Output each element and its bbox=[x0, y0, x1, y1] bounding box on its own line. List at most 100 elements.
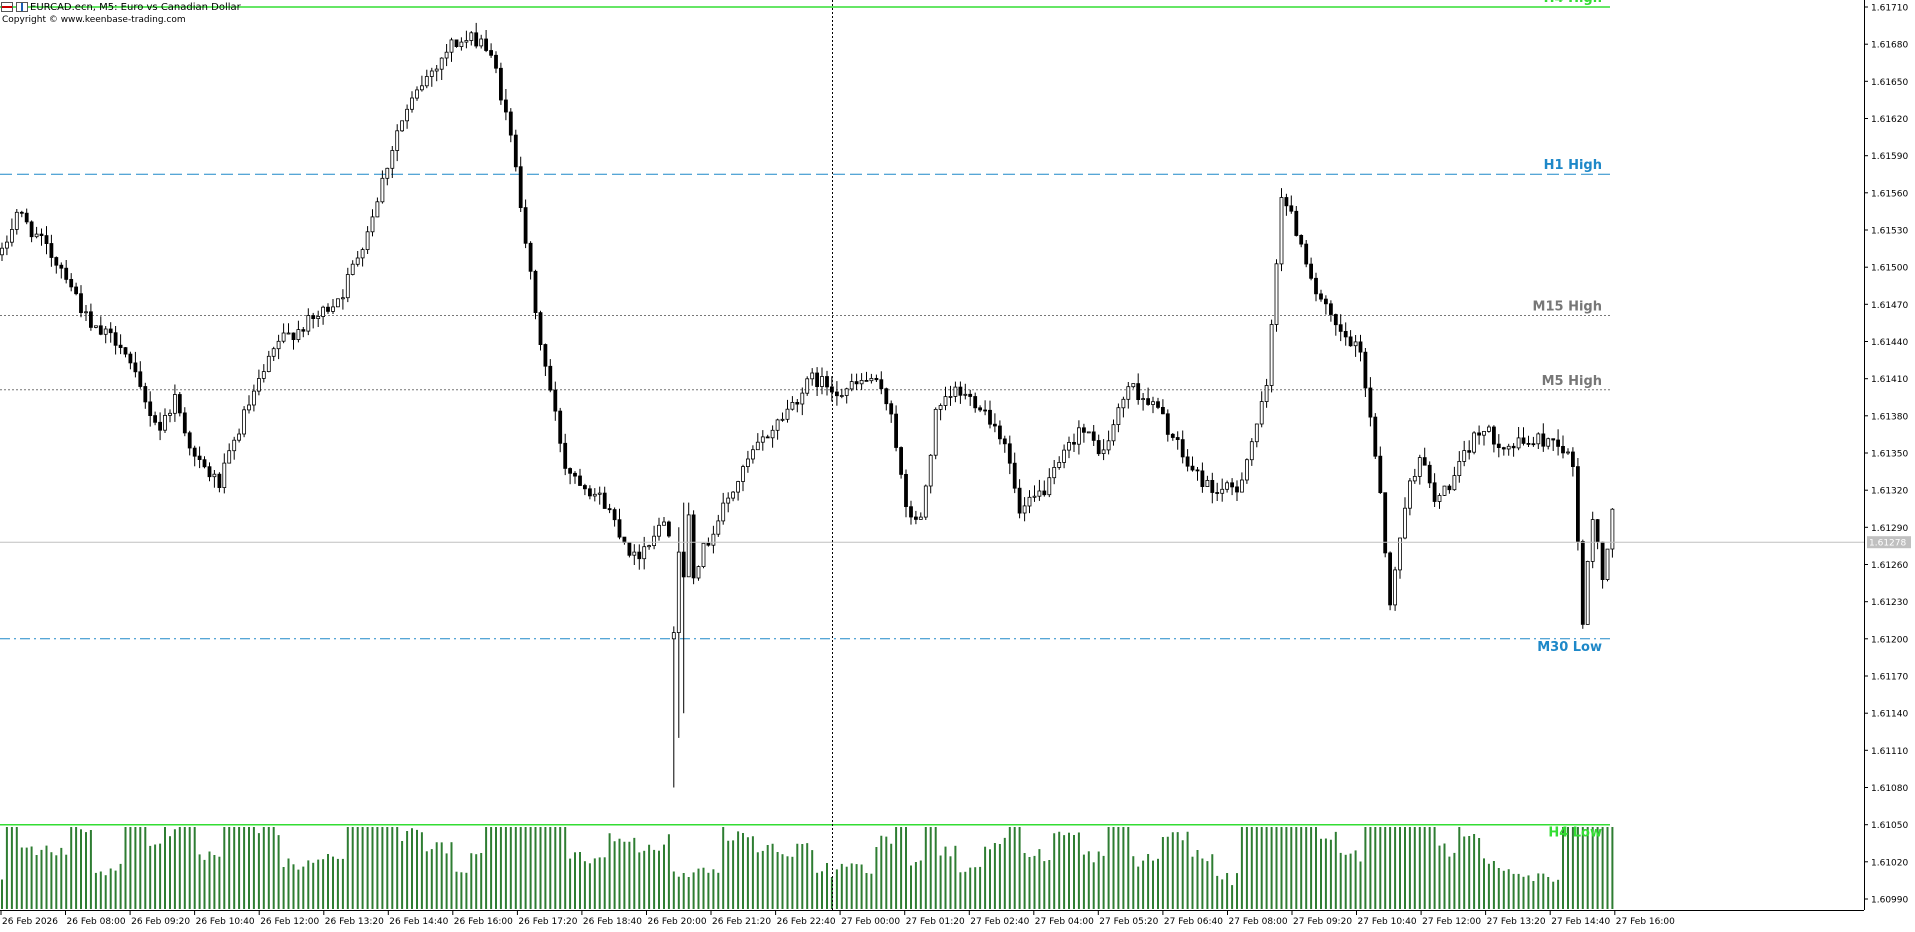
candle-body bbox=[464, 40, 469, 43]
candle-body bbox=[844, 388, 849, 396]
candle-body bbox=[1254, 423, 1259, 443]
candle-body bbox=[1329, 303, 1333, 315]
price-tick-label: 1.61140 bbox=[1871, 710, 1908, 720]
candle-body bbox=[202, 459, 207, 468]
candle-body bbox=[691, 514, 696, 579]
candle-body bbox=[454, 39, 459, 48]
candle-body bbox=[1546, 438, 1551, 447]
candle-body bbox=[424, 76, 429, 87]
candle-body bbox=[671, 632, 676, 640]
time-tick-label: 26 Feb 17:20 bbox=[518, 917, 577, 927]
candle-body bbox=[978, 407, 982, 411]
candle-body bbox=[835, 391, 839, 397]
candle-body bbox=[597, 492, 602, 495]
candle-body bbox=[518, 166, 523, 208]
candle-body bbox=[775, 419, 780, 431]
candle-body bbox=[19, 211, 24, 214]
candle-body bbox=[592, 493, 597, 497]
candle-body bbox=[69, 278, 74, 288]
time-tick-label: 27 Feb 14:40 bbox=[1551, 917, 1610, 927]
candle-body bbox=[1437, 495, 1442, 502]
candle-body bbox=[731, 491, 735, 499]
candle-body bbox=[800, 392, 805, 405]
candle-body bbox=[1002, 438, 1007, 445]
price-axis: 1.61710 1.61680 1.61650 1.61620 1.61590 1.615… bbox=[1864, 4, 1908, 906]
time-tick-label: 27 Feb 01:20 bbox=[906, 917, 965, 927]
candle-body bbox=[1111, 424, 1116, 442]
candle-body bbox=[543, 344, 548, 367]
candle-body bbox=[123, 347, 128, 355]
candle-body bbox=[133, 362, 138, 373]
candle-body bbox=[795, 401, 800, 405]
candlestick-series bbox=[0, 22, 1615, 788]
price-tick-label: 1.61050 bbox=[1871, 821, 1908, 831]
candle-body bbox=[232, 439, 237, 452]
candle-body bbox=[1259, 401, 1264, 425]
candle-body bbox=[1017, 487, 1022, 514]
chart-window-icon bbox=[1, 2, 13, 12]
time-tick-label: 26 Feb 18:40 bbox=[583, 917, 642, 927]
candle-body bbox=[5, 241, 9, 249]
level-label: H1 High bbox=[1544, 158, 1602, 173]
candle-body bbox=[1536, 433, 1541, 445]
candle-body bbox=[1521, 437, 1526, 444]
candle-body bbox=[1467, 450, 1472, 453]
candle-body bbox=[24, 212, 29, 223]
candle-body bbox=[311, 315, 316, 319]
candle-body bbox=[1299, 234, 1304, 245]
candle-body bbox=[711, 533, 716, 546]
candle-body bbox=[928, 454, 933, 487]
price-tick-label: 1.61380 bbox=[1871, 412, 1908, 422]
candle-body bbox=[266, 355, 271, 372]
candle-body bbox=[785, 408, 790, 420]
chart-properties-icon[interactable] bbox=[16, 2, 28, 12]
candle-body bbox=[563, 442, 568, 469]
candle-body bbox=[548, 365, 553, 391]
candle-body bbox=[815, 372, 819, 388]
candle-body bbox=[1215, 492, 1220, 494]
candle-body bbox=[207, 466, 212, 478]
candle-body bbox=[1235, 486, 1239, 493]
candle-body bbox=[484, 38, 489, 51]
candle-body bbox=[578, 475, 582, 486]
candle-body bbox=[716, 520, 721, 535]
candle-body bbox=[1096, 440, 1101, 455]
candle-body bbox=[385, 167, 390, 179]
candle-body bbox=[281, 332, 286, 342]
candle-body bbox=[904, 473, 908, 507]
candle-body bbox=[854, 381, 859, 385]
candle-body bbox=[1151, 401, 1155, 405]
candle-body bbox=[1576, 466, 1580, 542]
time-tick-label: 26 Feb 13:20 bbox=[325, 917, 384, 927]
level-label: M30 Low bbox=[1537, 640, 1602, 655]
candle-body bbox=[1230, 482, 1234, 488]
candle-body bbox=[1052, 466, 1057, 479]
candle-body bbox=[1566, 451, 1570, 454]
candle-body bbox=[993, 423, 997, 427]
candle-body bbox=[474, 32, 479, 47]
candle-body bbox=[1294, 210, 1299, 236]
candle-body bbox=[849, 381, 854, 390]
candle-body bbox=[1289, 205, 1294, 212]
volume-bars bbox=[1, 827, 1614, 909]
candle-body bbox=[1057, 461, 1062, 468]
price-tick-label: 1.61260 bbox=[1871, 561, 1908, 571]
price-tick-label: 1.61110 bbox=[1871, 747, 1908, 757]
candle-body bbox=[973, 396, 978, 409]
candle-body bbox=[760, 436, 765, 443]
candle-body bbox=[909, 506, 913, 518]
current-price-line: 1.61278 bbox=[0, 536, 1911, 549]
candle-body bbox=[765, 436, 770, 439]
candle-body bbox=[153, 415, 158, 423]
candle-body bbox=[1319, 293, 1323, 300]
candle-body bbox=[1338, 324, 1343, 332]
candle-body bbox=[44, 235, 49, 245]
candle-body bbox=[1487, 426, 1491, 432]
candle-body bbox=[1472, 432, 1476, 453]
candle-body bbox=[439, 57, 444, 70]
candle-body bbox=[84, 311, 88, 314]
price-tick-label: 1.61650 bbox=[1871, 78, 1908, 88]
candle-body bbox=[1363, 351, 1368, 389]
